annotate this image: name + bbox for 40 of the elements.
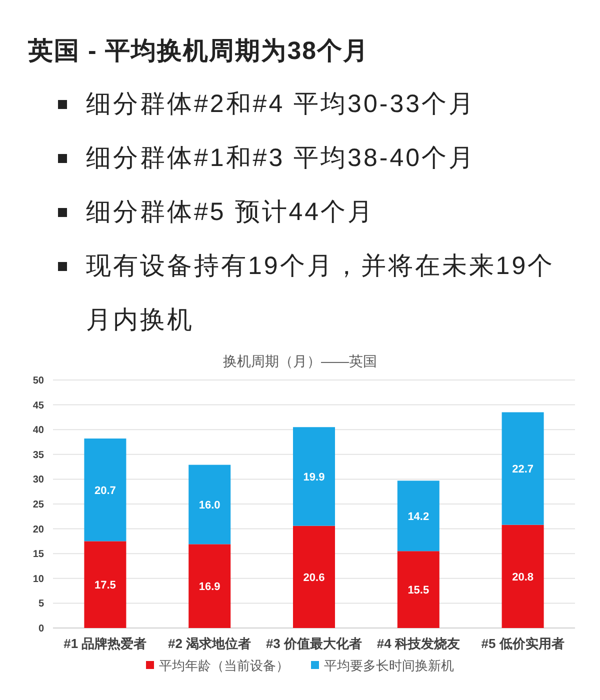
bar [397,480,440,552]
y-tick-label: 0 [38,624,44,634]
y-tick-label: 45 [32,400,44,412]
y-tick-label: 5 [38,598,44,610]
y-tick-label: 20 [32,524,44,536]
chart-title: 换机周期（月）——英国 [223,353,377,369]
bar [84,541,126,628]
bar [293,526,335,628]
heading: 英国 - 平均换机周期为38个月 [28,36,370,67]
bar [502,412,544,525]
x-tick-label: #2 渴求地位者 [168,636,252,651]
data-label: 15.5 [408,584,430,597]
bar [84,438,126,542]
y-tick-label: 25 [32,500,44,510]
x-tick-label: #4 科技发烧友 [376,636,460,651]
y-tick-label: 40 [32,425,44,436]
data-label: 14.2 [408,510,430,523]
y-tick-label: 15 [32,549,44,560]
data-label: 22.7 [512,464,534,476]
y-tick-label: 30 [32,474,44,486]
x-tick-label: #3 价值最大化者 [266,636,362,651]
legend-label: 平均年龄（当前设备） [159,658,289,673]
y-tick-label: 50 [32,376,44,386]
bar [502,524,544,628]
data-label: 19.9 [303,471,325,484]
y-tick-label: 35 [32,450,44,461]
data-label: 20.7 [94,484,116,497]
data-label: 20.8 [512,571,534,584]
x-tick-label: #5 低价实用者 [481,636,564,651]
y-tick-label: 10 [32,574,44,585]
data-label: 20.6 [303,572,325,584]
data-label: 16.0 [198,499,220,512]
bar [188,464,231,544]
bar [293,427,335,526]
data-label: 16.9 [198,581,220,594]
data-label: 17.5 [94,580,116,592]
legend-label: 平均要多长时间换新机 [324,658,454,673]
bar [188,544,231,628]
bar [397,551,440,628]
x-tick-label: #1 品牌热爱者 [64,636,147,651]
